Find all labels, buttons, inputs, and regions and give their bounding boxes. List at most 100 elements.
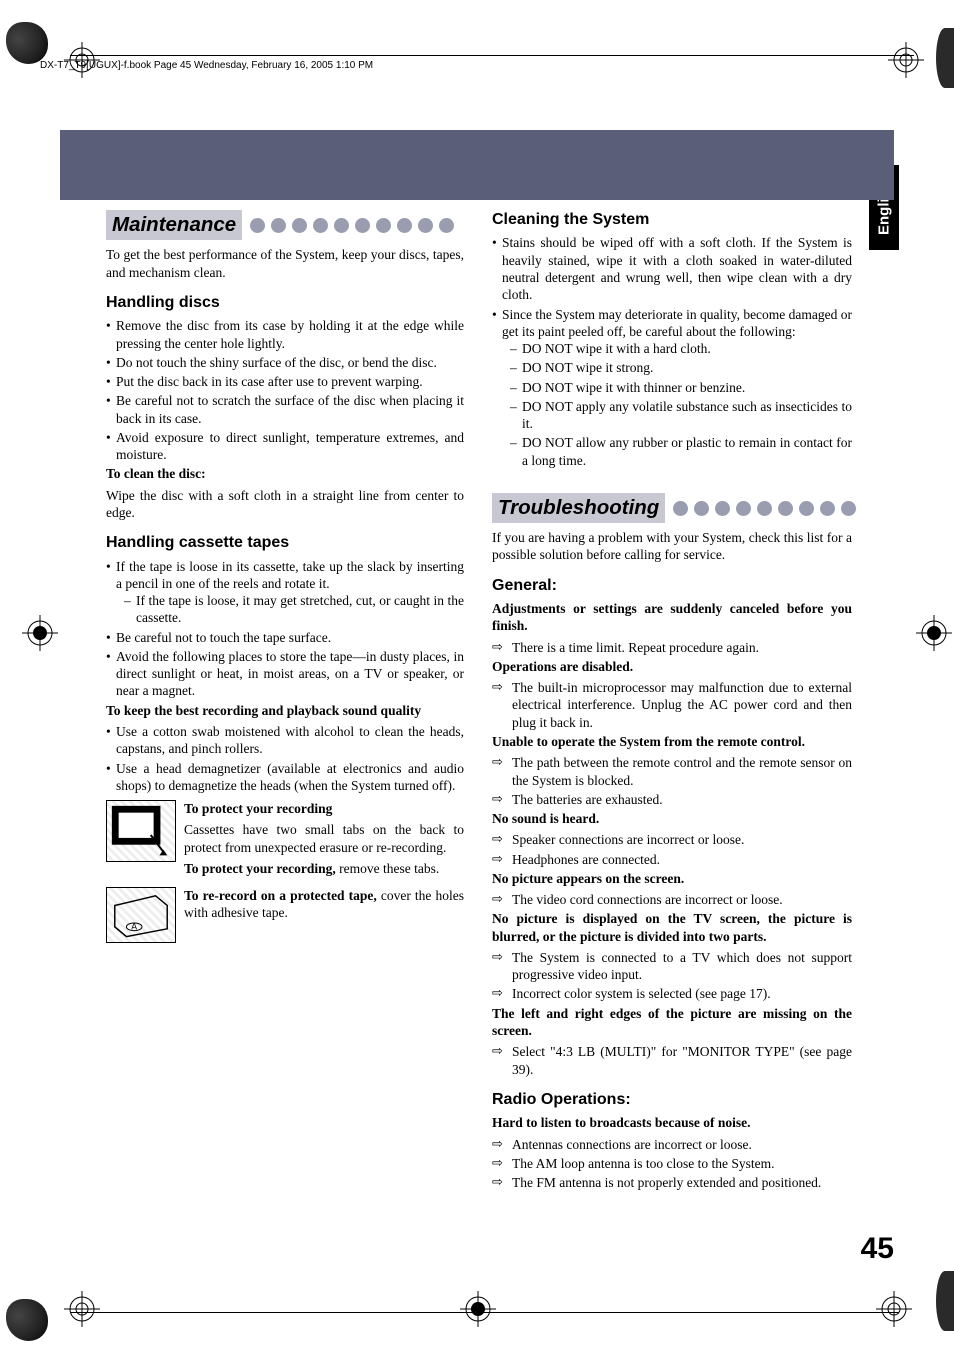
two-column-layout: Maintenance To get the best performance … — [106, 210, 852, 1193]
qa-question: The left and right edges of the picture … — [492, 1005, 852, 1040]
list-item: Put the disc back in its case after use … — [106, 373, 464, 390]
qa-answers: The built-in microprocessor may malfunct… — [492, 679, 852, 731]
decorative-dot — [271, 218, 286, 233]
troubleshooting-dots — [673, 501, 856, 516]
text: To re-record on a protected tape, — [184, 888, 377, 903]
troubleshooting-intro: If you are having a problem with your Sy… — [492, 529, 852, 564]
qa-answers: The path between the remote control and … — [492, 754, 852, 808]
qa-answers: The System is connected to a TV which do… — [492, 949, 852, 1003]
list-item: The batteries are exhausted. — [492, 791, 852, 808]
list-item: Use a head demagnetizer (available at el… — [106, 760, 464, 795]
maintenance-intro: To get the best performance of the Syste… — [106, 246, 464, 281]
qa-question: No picture appears on the screen. — [492, 870, 852, 887]
corner-blob-tl — [6, 22, 48, 64]
cleaning-list: Stains should be wiped off with a soft c… — [492, 234, 852, 468]
list-item: Antennas connections are incorrect or lo… — [492, 1136, 852, 1153]
cassette-tape-illustration: A — [106, 887, 176, 943]
text: remove these tabs. — [336, 861, 439, 876]
radio-title: Radio Operations: — [492, 1090, 852, 1110]
maintenance-dots — [250, 218, 454, 233]
list-item: DO NOT allow any rubber or plastic to re… — [502, 434, 852, 469]
troubleshooting-title-row: Troubleshooting — [492, 493, 852, 523]
list-item: Use a cotton swab moistened with alcohol… — [106, 723, 464, 758]
maintenance-title: Maintenance — [106, 210, 242, 240]
registration-mark-bottom — [460, 1291, 496, 1327]
cassette-rerecord-block: A To re-record on a protected tape, cove… — [106, 887, 464, 943]
left-column: Maintenance To get the best performance … — [106, 210, 464, 1193]
decorative-dot — [355, 218, 370, 233]
list-item: The AM loop antenna is too close to the … — [492, 1155, 852, 1172]
list-item: Be careful not to scratch the surface of… — [106, 392, 464, 427]
protect-text: Cassettes have two small tabs on the bac… — [184, 821, 464, 856]
text: To protect your recording, — [184, 861, 336, 876]
edge-blob-tr — [936, 28, 954, 88]
decorative-dot — [292, 218, 307, 233]
list-item: Avoid exposure to direct sunlight, tempe… — [106, 429, 464, 464]
list-item: Incorrect color system is selected (see … — [492, 985, 852, 1002]
cleaning-donot-list: DO NOT wipe it with a hard cloth. DO NOT … — [502, 340, 852, 469]
registration-mark-bl — [64, 1291, 100, 1327]
page-number: 45 — [861, 1232, 894, 1266]
decorative-dot — [250, 218, 265, 233]
list-item: If the tape is loose, it may get stretch… — [116, 592, 464, 627]
maintenance-title-row: Maintenance — [106, 210, 464, 240]
qa-question: Hard to listen to broadcasts because of … — [492, 1114, 852, 1131]
protect-label: To protect your recording — [184, 801, 332, 816]
list-item: If the tape is loose in its cassette, ta… — [106, 558, 464, 627]
list-item: The path between the remote control and … — [492, 754, 852, 789]
decorative-dot — [799, 501, 814, 516]
list-item: Avoid the following places to store the … — [106, 648, 464, 700]
list-item: Since the System may deteriorate in qual… — [492, 306, 852, 469]
handling-discs-list: Remove the disc from its case by holding… — [106, 317, 464, 463]
protect-text2: To protect your recording, remove these … — [184, 860, 464, 877]
list-item: DO NOT wipe it with a hard cloth. — [502, 340, 852, 357]
decorative-dot — [715, 501, 730, 516]
list-item: The video cord connections are incorrect… — [492, 891, 852, 908]
handling-discs-title: Handling discs — [106, 293, 464, 313]
registration-mark-left — [22, 615, 58, 651]
qa-answers: The video cord connections are incorrect… — [492, 891, 852, 908]
qa-answers: Speaker connections are incorrect or loo… — [492, 831, 852, 868]
list-item: The built-in microprocessor may malfunct… — [492, 679, 852, 731]
text: Since the System may deteriorate in qual… — [502, 307, 852, 339]
decorative-dot — [418, 218, 433, 233]
keep-quality-label: To keep the best recording and playback … — [106, 702, 464, 719]
qa-question: Adjustments or settings are suddenly can… — [492, 600, 852, 635]
general-qa: Adjustments or settings are suddenly can… — [492, 600, 852, 1078]
page-content: Maintenance To get the best performance … — [60, 130, 894, 1230]
decorative-dot — [841, 501, 856, 516]
cleaning-title: Cleaning the System — [492, 210, 852, 230]
list-item: DO NOT apply any volatile substance such… — [502, 398, 852, 433]
svg-text:A: A — [131, 922, 137, 932]
list-item: DO NOT wipe it with thinner or benzine. — [502, 379, 852, 396]
decorative-dot — [313, 218, 328, 233]
qa-question: Unable to operate the System from the re… — [492, 733, 852, 750]
registration-mark-tr — [888, 42, 924, 78]
top-banner — [60, 130, 894, 200]
list-item: There is a time limit. Repeat procedure … — [492, 639, 852, 656]
handling-tapes-list: If the tape is loose in its cassette, ta… — [106, 558, 464, 700]
qa-answers: There is a time limit. Repeat procedure … — [492, 639, 852, 656]
qa-question: No picture is displayed on the TV screen… — [492, 910, 852, 945]
corner-blob-bl — [6, 1299, 48, 1341]
list-item: DO NOT wipe it strong. — [502, 359, 852, 376]
list-item: Remove the disc from its case by holding… — [106, 317, 464, 352]
decorative-dot — [694, 501, 709, 516]
decorative-dot — [757, 501, 772, 516]
general-title: General: — [492, 576, 852, 596]
handling-tapes-title: Handling cassette tapes — [106, 533, 464, 553]
clean-disc-text: Wipe the disc with a soft cloth in a str… — [106, 487, 464, 522]
text: If the tape is loose in its cassette, ta… — [116, 559, 464, 591]
registration-mark-br — [876, 1291, 912, 1327]
decorative-dot — [397, 218, 412, 233]
decorative-dot — [673, 501, 688, 516]
qa-answers: Select "4:3 LB (MULTI)" for "MONITOR TYP… — [492, 1043, 852, 1078]
rerecord-text: To re-record on a protected tape, cover … — [184, 887, 464, 922]
registration-mark-right — [916, 615, 952, 651]
edge-blob-br — [936, 1271, 954, 1331]
list-item: Select "4:3 LB (MULTI)" for "MONITOR TYP… — [492, 1043, 852, 1078]
list-item: Stains should be wiped off with a soft c… — [492, 234, 852, 303]
book-trim-line-top — [70, 55, 914, 56]
list-item: The System is connected to a TV which do… — [492, 949, 852, 984]
radio-qa: Hard to listen to broadcasts because of … — [492, 1114, 852, 1191]
